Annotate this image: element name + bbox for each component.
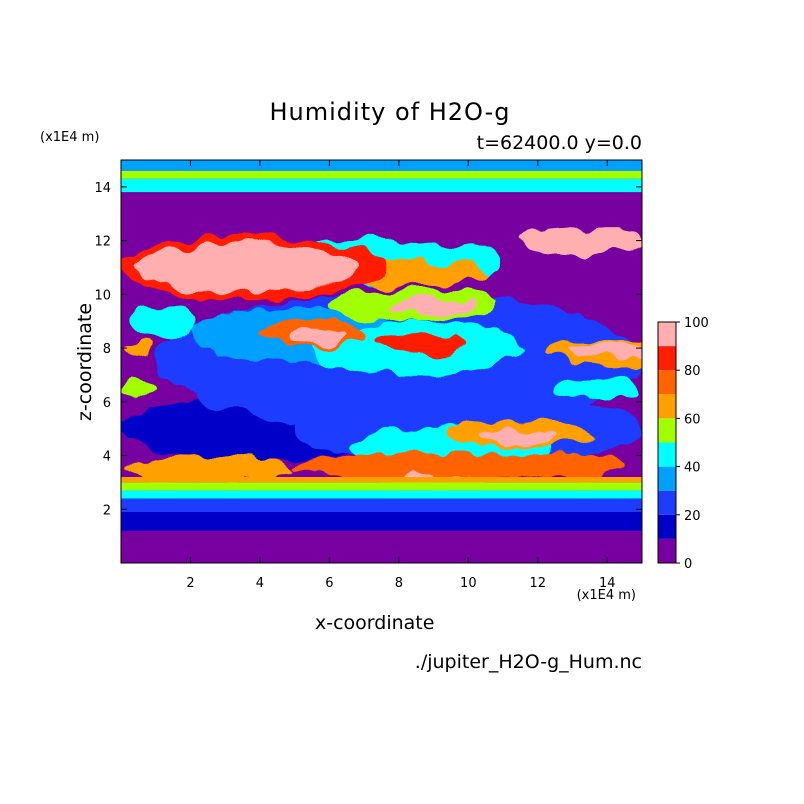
- contour-blob-15: [124, 340, 153, 357]
- colorbar-frame: [657, 321, 677, 564]
- band-1: [121, 511, 642, 531]
- contour-blob-8: [127, 305, 198, 338]
- band-9: [121, 192, 642, 228]
- colorbar-segment-8: [658, 346, 676, 371]
- colorbar-segment-1: [658, 514, 676, 539]
- band-7: [121, 170, 642, 179]
- y-tick-label-14: 14: [94, 181, 111, 196]
- colorbar-tick-label-60: 60: [684, 412, 701, 427]
- contour-blob-24: [287, 326, 344, 343]
- colorbar-segment-3: [658, 466, 676, 491]
- band-6: [121, 178, 642, 193]
- contour-blob-10: [124, 380, 153, 397]
- plot-frame: [120, 159, 643, 564]
- x-tick-label-8: 8: [395, 576, 403, 591]
- colorbar-segment-2: [658, 490, 676, 515]
- band-3: [121, 490, 642, 499]
- band-5: [121, 477, 642, 483]
- x-tick-label-2: 2: [186, 576, 194, 591]
- contour-blob-25: [482, 428, 559, 445]
- colorbar-tick-label-40: 40: [684, 461, 701, 476]
- x-tick-label-10: 10: [460, 576, 477, 591]
- axes: 2 4 6 8 10 12 14 2 4 6 8 10 12 14: [94, 160, 642, 591]
- colorbar-tick-label-80: 80: [684, 364, 701, 379]
- band-8: [121, 160, 642, 171]
- contour-blob-12: [121, 455, 295, 483]
- x-tick-label-6: 6: [325, 576, 333, 591]
- band-0: [121, 530, 642, 563]
- colorbar-segment-6: [658, 394, 676, 419]
- colorbar-segment-7: [658, 370, 676, 395]
- x-axis-label: x-coordinate: [315, 612, 435, 634]
- contour-blob-19: [378, 333, 469, 353]
- colorbar-segment-9: [658, 322, 676, 347]
- colorbar-segment-4: [658, 442, 676, 467]
- contour-blob-17: [294, 452, 573, 480]
- band-4: [121, 482, 642, 491]
- x-tick-label-14: 14: [599, 576, 616, 591]
- contour-field: [121, 160, 642, 563]
- x-tick-label-4: 4: [256, 576, 264, 591]
- contour-blob-21: [134, 243, 358, 292]
- y-tick-label-8: 8: [103, 342, 111, 357]
- colorbar: 0 20 40 60 80 100: [657, 316, 709, 572]
- x-axis-unit: (x1E4 m): [576, 588, 636, 603]
- band-2: [121, 498, 642, 512]
- source-file-label: ./jupiter_H2O-g_Hum.nc: [414, 651, 642, 673]
- chart-subtitle: t=62400.0 y=0.0: [476, 132, 642, 154]
- colorbar-tick-label-20: 20: [684, 509, 701, 524]
- contour-blob-26: [565, 342, 642, 359]
- colorbar-tick-label-0: 0: [684, 557, 692, 572]
- contour-blob-27: [520, 227, 642, 255]
- colorbar-tick-label-100: 100: [684, 316, 709, 331]
- y-tick-label-2: 2: [103, 503, 111, 518]
- contour-blobs: [121, 227, 642, 491]
- contour-blob-7: [555, 377, 642, 400]
- chart-title: Humidity of H2O-g: [269, 98, 511, 126]
- colorbar-segment-0: [658, 538, 676, 563]
- y-axis-unit: (x1E4 m): [40, 130, 100, 145]
- y-tick-label-6: 6: [103, 396, 111, 411]
- y-tick-label-4: 4: [103, 450, 111, 465]
- y-tick-label-12: 12: [94, 235, 111, 250]
- y-tick-label-10: 10: [94, 288, 111, 303]
- x-tick-label-12: 12: [530, 576, 547, 591]
- contour-blob-23: [391, 299, 476, 316]
- colorbar-segment-5: [658, 418, 676, 443]
